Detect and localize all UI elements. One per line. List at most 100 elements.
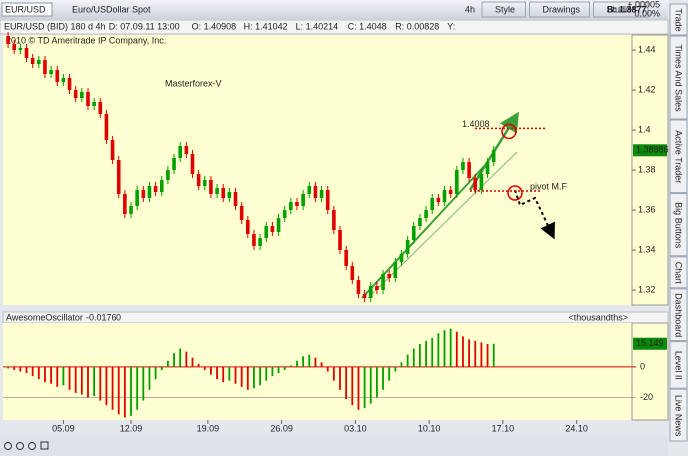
last-price: 1.38986 — [636, 145, 669, 155]
candle-body — [307, 186, 312, 194]
candle-body — [86, 92, 90, 106]
study-name: AwesomeOscillator — [6, 312, 83, 322]
osc-bar — [332, 366, 335, 381]
pivot-circle — [507, 185, 523, 201]
toolbar-button-bg[interactable] — [593, 1, 649, 18]
candle-body — [282, 210, 287, 218]
side-tab-label[interactable]: Big Buttons — [674, 202, 684, 249]
candle-body — [313, 186, 318, 198]
candle-body — [473, 178, 478, 190]
x-tick-label: 17.10 — [492, 423, 515, 433]
side-tab[interactable] — [669, 341, 688, 389]
side-tab[interactable] — [669, 288, 688, 342]
osc-panel — [3, 323, 632, 420]
candle-body — [116, 160, 121, 194]
candle-body — [104, 114, 109, 140]
candle-body — [375, 286, 379, 290]
side-tab[interactable] — [669, 35, 688, 120]
osc-bar — [19, 366, 22, 372]
side-tab-label[interactable]: Live News — [674, 395, 684, 437]
copyright: 2010 © TD Ameritrade IP Company, Inc. — [6, 35, 166, 45]
y-tick-label: 1.4 — [638, 124, 651, 134]
symbol-box[interactable] — [1, 2, 53, 17]
osc-bar — [246, 366, 249, 390]
change-pct: 0.00% — [634, 8, 660, 18]
candle-body — [147, 186, 152, 198]
osc-bar — [492, 343, 495, 367]
side-tab-label[interactable]: Chart — [674, 262, 684, 285]
info-field: D: 07.09.11 13:00 — [109, 21, 180, 31]
side-tab-label[interactable]: Active Trader — [674, 130, 684, 183]
zoom-controls[interactable] — [4, 441, 49, 450]
candle-body — [233, 192, 238, 206]
info-field: EUR/USD (BID) 180 d 4h — [4, 21, 106, 31]
osc-bar — [234, 366, 237, 384]
osc-bar — [375, 366, 378, 398]
candle-body — [178, 146, 182, 158]
osc-bar — [462, 336, 464, 367]
side-tab[interactable] — [669, 193, 688, 257]
candle-body — [479, 174, 484, 190]
info-bar — [0, 19, 669, 35]
candle-body — [362, 294, 367, 298]
candle-body — [110, 140, 115, 160]
side-tab[interactable] — [669, 256, 688, 289]
side-tab[interactable] — [669, 119, 688, 194]
osc-bar — [431, 337, 434, 367]
toolbar-button-bg[interactable] — [481, 1, 526, 18]
osc-bar — [394, 366, 397, 372]
candle-body — [356, 280, 361, 294]
candle-body — [430, 198, 435, 210]
candle-body — [270, 226, 275, 232]
osc-bar — [455, 331, 458, 367]
candle-body — [172, 158, 176, 170]
osc-bar — [25, 366, 28, 374]
aggregation[interactable]: 4h — [465, 4, 475, 14]
osc-bar — [148, 366, 151, 390]
candle-body — [350, 266, 355, 280]
side-tab-label[interactable]: Level II — [674, 351, 684, 380]
candle-body — [368, 286, 373, 298]
candle-body — [6, 36, 10, 44]
candle-body — [325, 190, 330, 210]
osc-bar — [222, 366, 225, 383]
toolbar-button-bg[interactable] — [529, 1, 590, 18]
side-tab-label[interactable]: Times And Sales — [674, 44, 684, 112]
osc-bar — [412, 348, 415, 367]
side-tab-label[interactable]: Trade — [674, 8, 684, 31]
osc-bar — [105, 366, 108, 406]
osc-bar — [468, 339, 471, 367]
osc-bar — [357, 366, 360, 410]
osc-bar — [277, 366, 280, 374]
osc-bar — [351, 366, 354, 406]
candle-body — [455, 170, 459, 194]
info-field: C: 1.4048 — [348, 21, 387, 31]
candle-body — [461, 162, 465, 170]
target-label: 1.4008 — [462, 119, 490, 129]
side-tab[interactable] — [669, 388, 688, 442]
toolbar-button[interactable]: Style — [495, 4, 515, 14]
candle-body — [467, 162, 471, 178]
candle-body — [30, 58, 35, 64]
toolbar-button[interactable]: Drawings — [543, 4, 581, 14]
symbol[interactable]: EUR/USD — [5, 4, 46, 14]
candle-body — [49, 70, 53, 74]
x-tick-label: 19.09 — [197, 423, 220, 433]
osc-bar — [419, 343, 421, 367]
last-value-box — [633, 337, 667, 350]
osc-bar — [7, 366, 9, 369]
osc-bar — [87, 366, 89, 398]
side-tab[interactable] — [669, 3, 688, 36]
candle-body — [61, 78, 66, 82]
osc-bar — [363, 366, 366, 409]
side-tab-label[interactable]: Dashboard — [674, 293, 684, 337]
toolbar-button[interactable]: Studies — [607, 4, 638, 14]
y-tick-label: 1.42 — [638, 84, 656, 94]
candle-body — [67, 78, 72, 90]
candle-body — [24, 48, 29, 58]
osc-bar — [289, 365, 292, 367]
osc-bar — [443, 330, 446, 367]
y-tick-label: 1.44 — [638, 44, 656, 54]
candle-body — [393, 262, 398, 278]
osc-bar — [191, 357, 194, 367]
